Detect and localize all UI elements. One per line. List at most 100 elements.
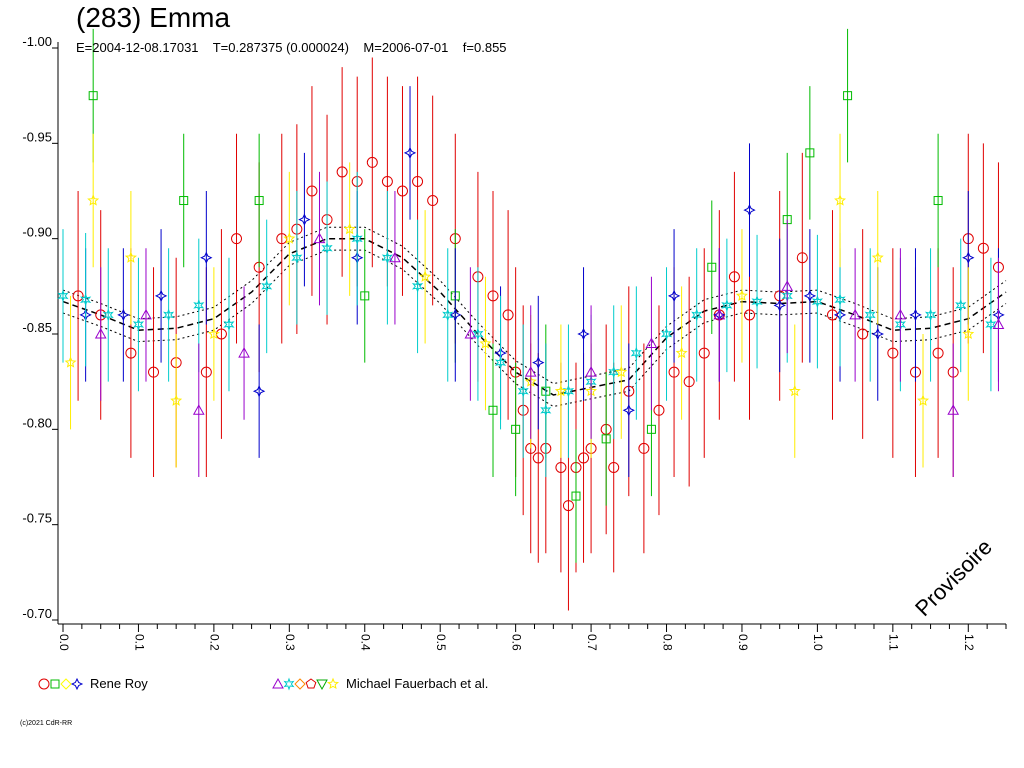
- data-point: [381, 251, 393, 265]
- data-point: [985, 318, 997, 331]
- data-point: [555, 461, 567, 473]
- data-point: [494, 356, 507, 370]
- x-tick-label: 0.2: [208, 634, 222, 651]
- data-point: [252, 384, 266, 398]
- fit-curve-lower: [62, 249, 1007, 408]
- data-point: [615, 365, 628, 378]
- data-point: [909, 308, 922, 322]
- data-point: [834, 194, 847, 206]
- legend-marker: [294, 678, 306, 690]
- x-tick-label: 0.6: [509, 634, 523, 651]
- data-point: [622, 404, 635, 417]
- data-point: [608, 365, 620, 379]
- data-point: [744, 309, 756, 321]
- data-point: [796, 252, 808, 264]
- data-point: [427, 195, 439, 207]
- legend-marker: [50, 679, 60, 689]
- y-tick-label: -0.90: [22, 225, 52, 240]
- data-point: [313, 232, 326, 244]
- data-point: [577, 327, 590, 341]
- legend-marker: [38, 678, 50, 690]
- data-point: [871, 251, 884, 263]
- data-point: [871, 327, 885, 341]
- data-point: [200, 251, 213, 264]
- data-point: [728, 271, 740, 283]
- data-point: [283, 232, 296, 244]
- data-point: [517, 384, 529, 398]
- x-tick-label: 0.1: [132, 634, 146, 651]
- data-point: [366, 156, 378, 168]
- data-point: [124, 251, 137, 263]
- fit-curve: [62, 237, 1007, 396]
- data-point: [955, 298, 967, 312]
- data-point: [962, 327, 975, 340]
- legend-marker: [283, 677, 295, 691]
- data-point: [683, 376, 695, 388]
- data-point: [660, 327, 673, 341]
- data-point: [148, 366, 160, 378]
- data-point: [179, 196, 189, 206]
- legend-marker: [326, 677, 340, 690]
- data-point: [488, 405, 498, 415]
- data-point: [735, 289, 748, 301]
- data-point: [653, 404, 665, 416]
- data-point: [773, 299, 786, 312]
- x-tick-label: 1.0: [811, 634, 825, 651]
- data-point: [630, 346, 642, 360]
- data-point: [668, 366, 680, 378]
- data-point: [645, 337, 658, 349]
- data-point: [80, 293, 92, 307]
- data-point: [751, 295, 763, 309]
- data-point: [396, 185, 408, 197]
- data-point: [887, 347, 899, 359]
- data-point: [532, 452, 544, 464]
- data-point: [843, 91, 853, 101]
- legend-marker: [272, 677, 284, 689]
- data-point: [721, 298, 733, 312]
- y-tick-label: -0.75: [22, 511, 52, 526]
- data-point: [511, 424, 521, 434]
- data-point: [170, 394, 183, 406]
- data-point: [231, 233, 243, 245]
- data-point: [72, 290, 84, 302]
- y-tick-label: -1.00: [22, 34, 52, 49]
- data-point: [102, 308, 114, 322]
- x-tick-label: 0.3: [283, 634, 297, 651]
- data-point: [193, 298, 205, 312]
- x-tick-label: 0.5: [434, 634, 448, 651]
- data-point: [562, 384, 575, 398]
- data-point: [381, 175, 393, 187]
- data-point: [608, 461, 620, 473]
- data-point: [192, 404, 205, 415]
- data-point: [403, 146, 417, 160]
- x-tick-label: 0.8: [660, 634, 674, 651]
- data-point: [667, 289, 681, 303]
- data-point: [351, 232, 363, 246]
- data-point: [343, 222, 356, 235]
- data-point: [223, 318, 235, 331]
- data-point: [200, 366, 212, 378]
- x-tick-label: 0.9: [736, 634, 750, 651]
- data-point: [207, 327, 220, 340]
- x-tick-label: 1.1: [887, 634, 901, 651]
- data-point: [962, 251, 975, 264]
- data-point: [291, 251, 303, 265]
- x-tick-label: 0.7: [585, 634, 599, 651]
- legend-marker: [316, 679, 328, 691]
- legend-marker: [70, 677, 84, 691]
- data-point: [411, 279, 424, 293]
- data-point: [947, 404, 960, 415]
- data-point: [64, 356, 77, 368]
- data-point: [917, 394, 930, 406]
- data-point: [834, 293, 846, 307]
- data-point: [254, 196, 264, 206]
- data-point: [638, 442, 650, 454]
- data-point: [412, 175, 424, 187]
- data-point: [857, 328, 869, 340]
- data-point: [826, 309, 838, 321]
- data-point: [419, 270, 432, 282]
- x-tick-label: 1.2: [962, 634, 976, 651]
- data-point: [524, 366, 537, 377]
- data-point: [811, 295, 823, 309]
- legend-label-rene-roy: Rene Roy: [90, 676, 148, 691]
